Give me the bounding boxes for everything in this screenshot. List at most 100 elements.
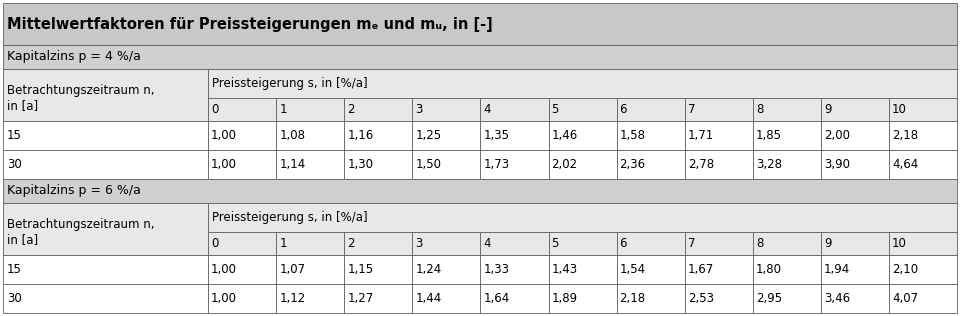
Text: 2,78: 2,78 (687, 158, 714, 171)
Bar (208, 255, 276, 284)
Bar (276, 98, 345, 121)
Bar (889, 284, 957, 313)
Text: 1,80: 1,80 (756, 263, 781, 276)
Text: 30: 30 (7, 158, 22, 171)
Text: 1,54: 1,54 (619, 263, 646, 276)
Text: Preissteigerung s, in [%/a]: Preissteigerung s, in [%/a] (212, 210, 368, 224)
Bar (345, 121, 413, 150)
Bar (413, 150, 480, 179)
Text: Preissteigerung s, in [%/a]: Preissteigerung s, in [%/a] (212, 76, 368, 90)
Text: 1,30: 1,30 (348, 158, 373, 171)
Bar (3, 255, 208, 284)
Text: Kapitalzins p = 4 %/a: Kapitalzins p = 4 %/a (7, 50, 141, 63)
Text: 1,07: 1,07 (279, 263, 305, 276)
Text: 7: 7 (687, 237, 695, 250)
Text: 2,10: 2,10 (892, 263, 918, 276)
Text: 1,67: 1,67 (687, 263, 714, 276)
Bar (548, 232, 616, 255)
Bar (3, 69, 208, 121)
Bar (548, 98, 616, 121)
Text: 3,28: 3,28 (756, 158, 781, 171)
Bar (616, 98, 684, 121)
Text: 2,00: 2,00 (824, 129, 850, 142)
Bar (753, 232, 821, 255)
Bar (548, 121, 616, 150)
Text: Betrachtungszeitraum n,: Betrachtungszeitraum n, (7, 84, 155, 97)
Text: 1,44: 1,44 (416, 292, 442, 305)
Bar (208, 232, 276, 255)
Text: 10: 10 (892, 103, 907, 116)
Text: 2,18: 2,18 (619, 292, 646, 305)
Text: 2,18: 2,18 (892, 129, 918, 142)
Bar (889, 121, 957, 150)
Text: 2: 2 (348, 237, 355, 250)
Bar (3, 203, 208, 255)
Bar (616, 121, 684, 150)
Bar (480, 121, 548, 150)
Text: 4: 4 (484, 237, 491, 250)
Text: 7: 7 (687, 103, 695, 116)
Text: 1,73: 1,73 (484, 158, 510, 171)
Bar (753, 150, 821, 179)
Bar (753, 284, 821, 313)
Text: 1: 1 (279, 103, 287, 116)
Text: 6: 6 (619, 237, 627, 250)
Bar (684, 232, 753, 255)
Text: 8: 8 (756, 237, 763, 250)
Bar (821, 121, 889, 150)
Text: 1,08: 1,08 (279, 129, 305, 142)
Bar (821, 284, 889, 313)
Bar (889, 98, 957, 121)
Bar (345, 232, 413, 255)
Text: 1,00: 1,00 (211, 129, 237, 142)
Bar (3, 284, 208, 313)
Text: in [a]: in [a] (7, 99, 38, 112)
Text: 2,02: 2,02 (551, 158, 578, 171)
Bar (821, 232, 889, 255)
Text: 1,43: 1,43 (551, 263, 578, 276)
Text: 6: 6 (619, 103, 627, 116)
Bar (276, 284, 345, 313)
Bar (345, 284, 413, 313)
Bar (616, 255, 684, 284)
Bar (208, 121, 276, 150)
Text: 1,12: 1,12 (279, 292, 305, 305)
Bar (276, 121, 345, 150)
Bar (616, 150, 684, 179)
Bar (413, 255, 480, 284)
Bar (480, 255, 548, 284)
Bar (889, 150, 957, 179)
Bar (413, 232, 480, 255)
Text: 1,14: 1,14 (279, 158, 305, 171)
Text: 3,46: 3,46 (824, 292, 850, 305)
Text: 5: 5 (551, 237, 559, 250)
Bar (889, 232, 957, 255)
Text: 1,71: 1,71 (687, 129, 714, 142)
Text: 1,25: 1,25 (416, 129, 442, 142)
Bar (821, 98, 889, 121)
Text: 8: 8 (756, 103, 763, 116)
Bar (548, 255, 616, 284)
Text: 0: 0 (211, 237, 219, 250)
Text: 1,46: 1,46 (551, 129, 578, 142)
Text: 2: 2 (348, 103, 355, 116)
Text: 1,85: 1,85 (756, 129, 781, 142)
Bar (208, 98, 276, 121)
Bar (753, 255, 821, 284)
Bar (413, 284, 480, 313)
Text: 1,15: 1,15 (348, 263, 373, 276)
Text: 1,27: 1,27 (348, 292, 373, 305)
Bar (889, 255, 957, 284)
Text: 3: 3 (416, 237, 422, 250)
Text: 3: 3 (416, 103, 422, 116)
Bar (548, 284, 616, 313)
Text: 9: 9 (824, 237, 831, 250)
Text: 2,53: 2,53 (687, 292, 713, 305)
Text: 1,50: 1,50 (416, 158, 442, 171)
Bar (480, 150, 548, 179)
Text: 1,35: 1,35 (484, 129, 510, 142)
Bar (3, 45, 957, 69)
Text: 1,16: 1,16 (348, 129, 373, 142)
Text: 1,33: 1,33 (484, 263, 510, 276)
Bar (480, 232, 548, 255)
